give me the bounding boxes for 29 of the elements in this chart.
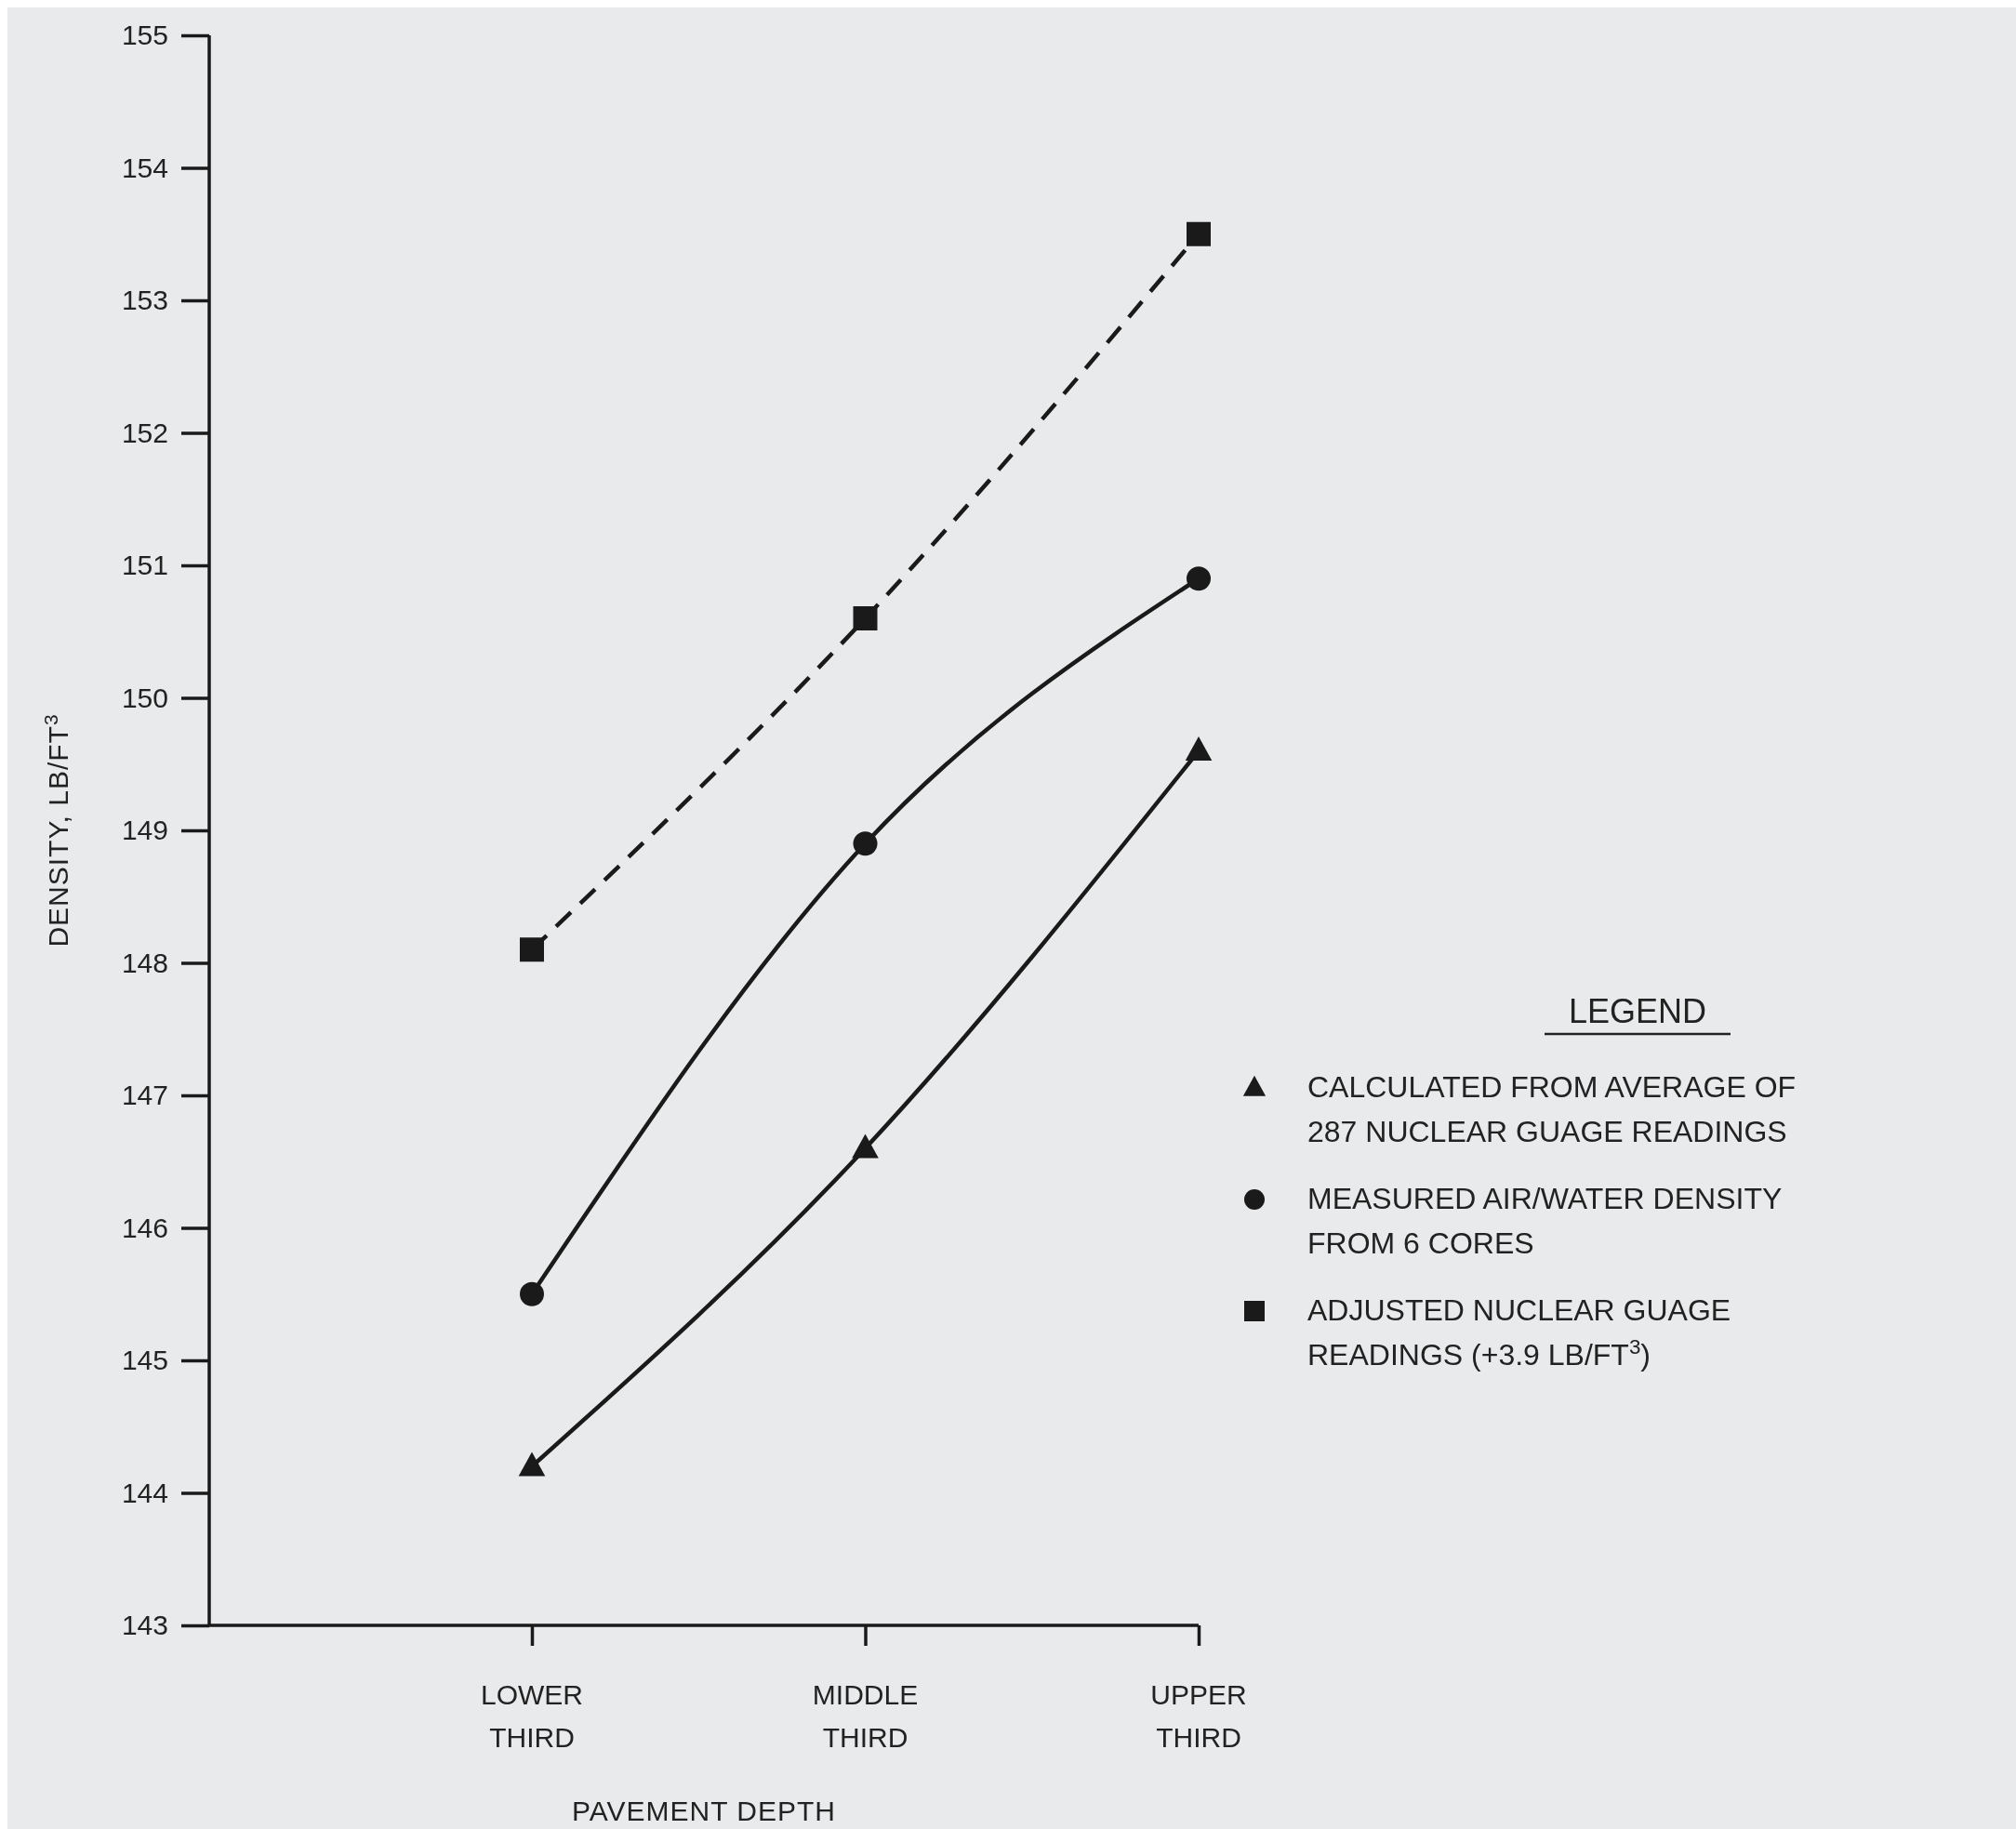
x-tick-label: LOWER THIRD [480, 1679, 584, 1753]
point [520, 1281, 544, 1306]
point [1187, 221, 1211, 246]
point [1187, 566, 1211, 591]
y-tick-label: 146 [121, 1212, 168, 1243]
point [853, 831, 878, 856]
y-tick-label: 145 [121, 1345, 168, 1376]
legend-title: LEGEND [1568, 992, 1707, 1030]
legend-label: ADJUSTED NUCLEAR GUAGE READINGS (+3.9 LB/FT$^{3}$) [1307, 1293, 1731, 1372]
y-tick-label: 148 [121, 947, 168, 978]
y-tick-label: 149 [121, 815, 168, 846]
legend-label: MEASURED AIR/WATER DENSITY FROM 6 CORES [1307, 1182, 1783, 1260]
y-tick-label: 144 [121, 1477, 168, 1508]
y-tick-label: 147 [121, 1080, 168, 1111]
point [518, 1451, 546, 1477]
x-tick-label: MIDDLE THIRD [812, 1679, 919, 1753]
y-tick-label: 151 [121, 550, 168, 581]
y-tick-label: 150 [121, 682, 168, 713]
y-tick-label: 152 [121, 417, 168, 448]
point [520, 937, 544, 962]
legend-label: CALCULATED FROM AVERAGE OF 287 NUCLEAR GUAGE READINGS [1307, 1070, 1797, 1148]
point [853, 606, 878, 630]
y-tick-label: 143 [121, 1610, 168, 1641]
point [852, 1133, 879, 1159]
y-tick-label: 154 [121, 152, 168, 183]
y-tick-label: 155 [121, 20, 168, 51]
x-axis-title: PAVEMENT DEPTH [571, 1796, 837, 1826]
x-tick-label: UPPER THIRD [1150, 1679, 1247, 1753]
y-tick-label: 153 [121, 285, 168, 316]
